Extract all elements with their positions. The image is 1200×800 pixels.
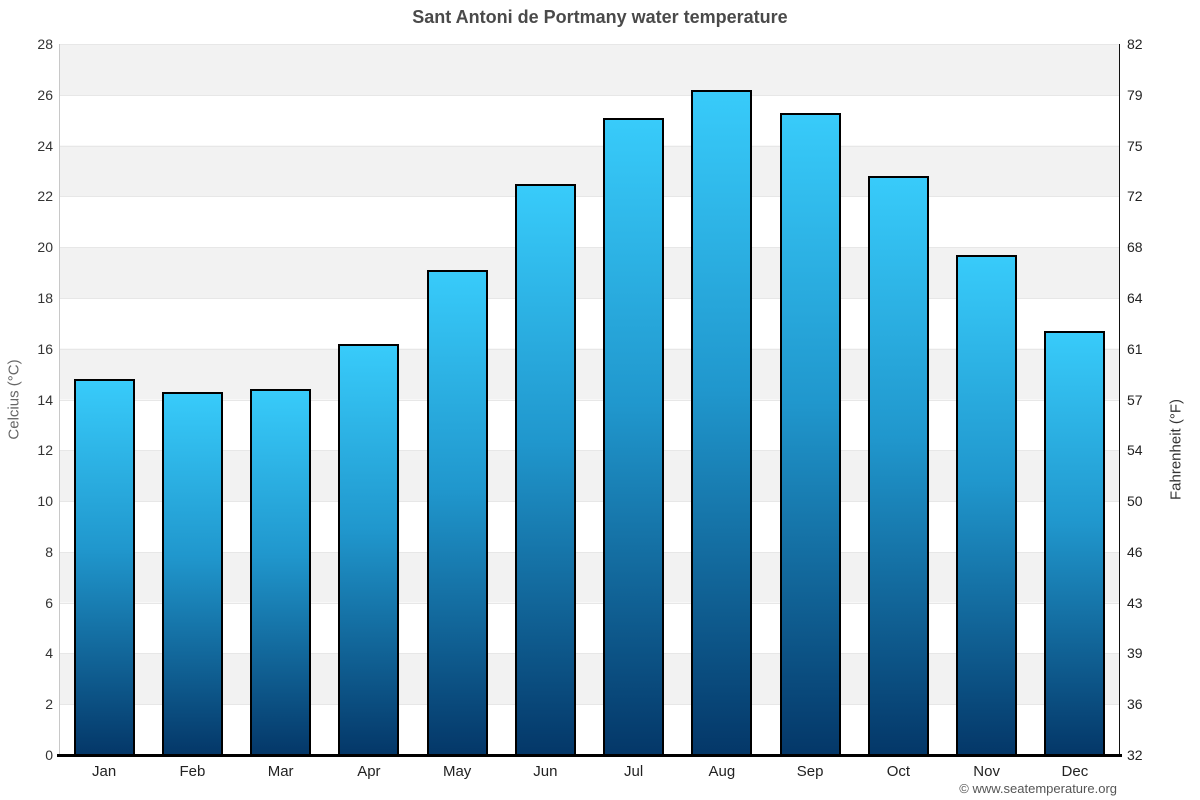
y-tick-12c: 12 — [37, 442, 53, 459]
y-tick-32f: 32 — [1127, 747, 1143, 763]
y-tick-72f: 72 — [1127, 188, 1143, 205]
y-tick-54f: 54 — [1127, 442, 1143, 459]
bar-feb — [161, 391, 223, 755]
bar-jan — [73, 379, 135, 755]
x-tick-oct: Oct — [886, 763, 911, 780]
y-tick-24c: 24 — [37, 137, 53, 154]
y-tick-50f: 50 — [1127, 493, 1143, 510]
gridline-16c — [60, 348, 1119, 350]
y-axis-line-right — [1119, 44, 1120, 755]
y-tick-75f: 75 — [1127, 137, 1143, 154]
y-tick-43f: 43 — [1127, 594, 1143, 611]
x-axis-line — [57, 754, 1122, 757]
y-tick-16c: 16 — [37, 340, 53, 357]
y-tick-2c: 2 — [45, 696, 53, 713]
gridline-20c — [60, 247, 1119, 249]
bar-nov — [956, 254, 1018, 755]
y-tick-18c: 18 — [37, 289, 53, 306]
gridline-24c — [60, 145, 1119, 147]
y-tick-4c: 4 — [45, 645, 53, 662]
gridline-10c — [60, 501, 1119, 503]
y-tick-14c: 14 — [37, 391, 53, 408]
x-tick-mar: Mar — [267, 763, 294, 780]
plot-area — [60, 44, 1119, 755]
y-tick-0c: 0 — [45, 747, 53, 763]
bar-dec — [1044, 330, 1106, 755]
y-tick-46f: 46 — [1127, 543, 1143, 560]
y-tick-82f: 82 — [1127, 36, 1143, 52]
x-tick-jul: Jul — [624, 763, 644, 780]
x-tick-apr: Apr — [357, 763, 381, 780]
y-tick-36f: 36 — [1127, 696, 1143, 713]
bar-sep — [779, 112, 841, 755]
x-tick-nov: Nov — [973, 763, 1000, 780]
gridline-22c — [60, 196, 1119, 198]
y-tick-20c: 20 — [37, 239, 53, 256]
gridline-4c — [60, 653, 1119, 655]
bar-aug — [691, 89, 753, 755]
x-tick-jan: Jan — [92, 763, 117, 780]
y-tick-10c: 10 — [37, 493, 53, 510]
copyright-link[interactable]: © www.seatemperature.org — [959, 781, 1117, 796]
y-tick-39f: 39 — [1127, 645, 1143, 662]
y-tick-61f: 61 — [1127, 340, 1143, 357]
x-tick-may: May — [442, 763, 472, 780]
y-tick-79f: 79 — [1127, 86, 1143, 103]
bar-jul — [603, 117, 665, 755]
gridline-6c — [60, 602, 1119, 604]
bar-mar — [250, 389, 312, 755]
bar-oct — [867, 176, 929, 755]
chart-title: Sant Antoni de Portmany water temperatur… — [412, 7, 788, 27]
gridline-2c — [60, 704, 1119, 706]
gridline-26c — [60, 94, 1119, 96]
bar-may — [426, 270, 488, 755]
x-tick-dec: Dec — [1061, 763, 1089, 780]
bar-apr — [338, 343, 400, 755]
y-tick-57f: 57 — [1127, 391, 1143, 408]
gridline-14c — [60, 399, 1119, 401]
bar-jun — [514, 183, 576, 755]
y-tick-26c: 26 — [37, 86, 53, 103]
x-tick-aug: Aug — [708, 763, 736, 780]
y-tick-68f: 68 — [1127, 239, 1143, 256]
y-tick-28c: 28 — [37, 36, 53, 52]
gridline-8c — [60, 551, 1119, 553]
x-tick-feb: Feb — [179, 763, 206, 780]
y-tick-8c: 8 — [45, 543, 53, 560]
y-axis-line-left — [59, 44, 60, 755]
x-tick-sep: Sep — [796, 763, 824, 780]
y-tick-6c: 6 — [45, 594, 53, 611]
y-tick-22c: 22 — [37, 188, 53, 205]
gridline-28c — [60, 44, 1119, 45]
gridline-12c — [60, 450, 1119, 452]
x-tick-jun: Jun — [533, 763, 558, 780]
y-tick-64f: 64 — [1127, 289, 1143, 306]
gridline-18c — [60, 297, 1119, 299]
